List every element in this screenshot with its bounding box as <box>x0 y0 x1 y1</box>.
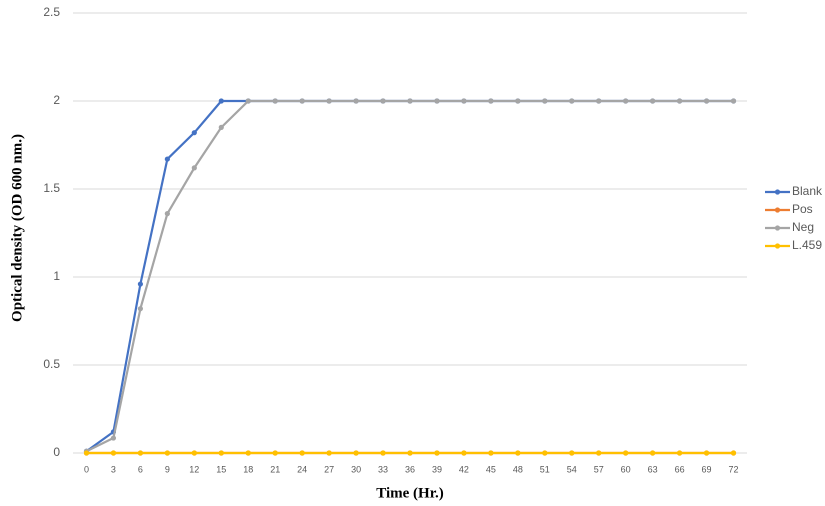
data-point <box>192 165 197 170</box>
data-point <box>677 450 682 455</box>
x-tick-label: 69 <box>702 464 712 474</box>
x-tick-label: 3 <box>111 464 116 474</box>
data-point <box>138 306 143 311</box>
x-tick-label: 18 <box>243 464 253 474</box>
x-tick-label: 63 <box>648 464 658 474</box>
x-tick-label: 30 <box>351 464 361 474</box>
data-point <box>273 98 278 103</box>
legend-marker <box>775 243 780 248</box>
x-tick-label: 21 <box>270 464 280 474</box>
x-tick-label: 9 <box>165 464 170 474</box>
data-point <box>246 450 251 455</box>
legend-label: Blank <box>792 184 823 198</box>
data-point <box>407 450 412 455</box>
legend-label: Neg <box>792 220 814 234</box>
data-point <box>84 450 89 455</box>
y-axis-title: Optical density (OD 600 nm.) <box>9 134 25 322</box>
x-tick-label: 72 <box>729 464 739 474</box>
series-line <box>86 101 733 451</box>
data-point <box>596 450 601 455</box>
data-point <box>138 450 143 455</box>
data-point <box>623 98 628 103</box>
data-point <box>192 130 197 135</box>
data-point <box>407 98 412 103</box>
legend-label: Pos <box>792 202 813 216</box>
x-tick-label: 57 <box>594 464 604 474</box>
data-point <box>677 98 682 103</box>
x-tick-label: 27 <box>324 464 334 474</box>
chart: Time (Hr.) Optical density (OD 600 nm.) … <box>0 0 825 506</box>
x-tick-label: 48 <box>513 464 523 474</box>
y-tick-label: 2 <box>53 93 60 107</box>
series-line <box>86 101 733 451</box>
y-tick-label: 1.5 <box>43 181 60 195</box>
data-point <box>165 211 170 216</box>
data-point <box>300 98 305 103</box>
x-tick-label: 54 <box>567 464 577 474</box>
data-point <box>434 98 439 103</box>
data-point <box>515 98 520 103</box>
x-tick-label: 39 <box>432 464 442 474</box>
x-tick-label: 6 <box>138 464 143 474</box>
data-point <box>515 450 520 455</box>
y-tick-label: 2.5 <box>43 5 60 19</box>
legend-label: L.459 <box>792 238 822 252</box>
x-tick-label: 42 <box>459 464 469 474</box>
x-tick-label: 24 <box>297 464 307 474</box>
data-point <box>731 98 736 103</box>
data-point <box>165 450 170 455</box>
x-tick-label: 45 <box>486 464 496 474</box>
data-point <box>704 450 709 455</box>
data-point <box>219 98 224 103</box>
data-point <box>542 450 547 455</box>
data-point <box>650 450 655 455</box>
x-tick-label: 51 <box>540 464 550 474</box>
x-tick-label: 60 <box>621 464 631 474</box>
x-tick-label: 12 <box>189 464 199 474</box>
data-point <box>542 98 547 103</box>
data-point <box>569 98 574 103</box>
data-point <box>246 98 251 103</box>
data-point <box>731 450 736 455</box>
data-point <box>461 98 466 103</box>
data-point <box>138 281 143 286</box>
legend-marker <box>775 225 780 230</box>
data-point <box>327 98 332 103</box>
data-point <box>596 98 601 103</box>
data-point <box>434 450 439 455</box>
x-tick-label: 33 <box>378 464 388 474</box>
data-point <box>111 435 116 440</box>
data-point <box>353 98 358 103</box>
data-point <box>488 450 493 455</box>
y-tick-label: 0 <box>53 445 60 459</box>
x-tick-label: 15 <box>216 464 226 474</box>
data-point <box>111 450 116 455</box>
data-point <box>380 98 385 103</box>
data-point <box>327 450 332 455</box>
x-axis-title: Time (Hr.) <box>376 485 444 501</box>
legend-marker <box>775 189 780 194</box>
data-point <box>380 450 385 455</box>
data-point <box>165 156 170 161</box>
data-point <box>219 125 224 130</box>
data-point <box>569 450 574 455</box>
data-point <box>623 450 628 455</box>
x-tick-label: 66 <box>675 464 685 474</box>
data-point <box>192 450 197 455</box>
legend-marker <box>775 207 780 212</box>
x-tick-label: 36 <box>405 464 415 474</box>
y-tick-label: 0.5 <box>43 357 60 371</box>
data-point <box>704 98 709 103</box>
data-point <box>650 98 655 103</box>
y-tick-label: 1 <box>53 269 60 283</box>
data-point <box>488 98 493 103</box>
x-tick-label: 0 <box>84 464 89 474</box>
data-point <box>219 450 224 455</box>
data-point <box>461 450 466 455</box>
data-point <box>300 450 305 455</box>
data-point <box>273 450 278 455</box>
data-point <box>353 450 358 455</box>
